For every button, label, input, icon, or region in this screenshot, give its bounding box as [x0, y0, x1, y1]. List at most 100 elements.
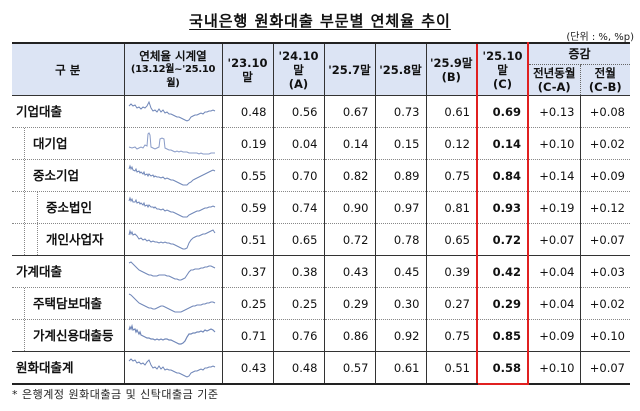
value-mom: +0.02	[579, 127, 630, 160]
header-258: '25.8말	[374, 42, 426, 96]
value-2510: 0.72	[476, 223, 529, 256]
value-259: 0.51	[425, 351, 477, 385]
sparkline-chart	[123, 255, 222, 288]
value-2510: 0.42	[476, 255, 529, 288]
value-yoy: +0.13	[527, 95, 580, 128]
header-2510: '25.10말 (C)	[476, 42, 529, 96]
table-row: 주택담보대출 0.25 0.25 0.29 0.30 0.27 0.29 +0.…	[12, 287, 630, 320]
row-label: 기업대출	[12, 95, 124, 128]
value-mom: +0.07	[579, 351, 630, 385]
value-258: 0.73	[374, 95, 426, 128]
value-258: 0.97	[374, 191, 426, 224]
row-label: 대기업	[12, 127, 124, 160]
sparkline-chart	[123, 127, 222, 160]
value-yoy: +0.07	[527, 223, 580, 256]
value-258: 0.61	[374, 351, 426, 385]
value-2410: 0.65	[272, 223, 324, 256]
value-mom: +0.10	[579, 319, 630, 352]
value-yoy: +0.04	[527, 287, 580, 320]
sparkline-chart	[123, 191, 222, 224]
table-row: 원화대출계 0.43 0.48 0.57 0.61 0.51 0.58 +0.1…	[12, 351, 630, 385]
value-257: 0.29	[323, 287, 375, 320]
value-2510: 0.29	[476, 287, 529, 320]
row-label: 가계신용대출등	[12, 319, 124, 352]
value-mom: +0.12	[579, 191, 630, 224]
header-257: '25.7말	[323, 42, 375, 96]
table-row: 기업대출 0.48 0.56 0.67 0.73 0.61 0.69 +0.13…	[12, 95, 630, 128]
value-258: 0.30	[374, 287, 426, 320]
row-label: 중소기업	[12, 159, 124, 192]
value-2510: 0.84	[476, 159, 529, 192]
header-mom: 전월 (C-B)	[579, 64, 630, 96]
table-row: 중소기업 0.55 0.70 0.82 0.89 0.75 0.84 +0.14…	[12, 159, 630, 192]
value-2310: 0.37	[221, 255, 273, 288]
header-category: 구 분	[12, 42, 124, 96]
value-2410: 0.04	[272, 127, 324, 160]
footnote: * 은행계정 원화대출금 및 신탁대출금 기준	[12, 388, 219, 401]
row-label: 주택담보대출	[12, 287, 124, 320]
sparkline-chart	[123, 223, 222, 256]
row-label: 개인사업자	[12, 223, 124, 256]
value-258: 0.45	[374, 255, 426, 288]
value-2410: 0.25	[272, 287, 324, 320]
value-2310: 0.25	[221, 287, 273, 320]
value-2310: 0.19	[221, 127, 273, 160]
header-2410: '24.10말 (A)	[272, 42, 324, 96]
table-row: 대기업 0.19 0.04 0.14 0.15 0.12 0.14 +0.10 …	[12, 127, 630, 160]
sparkline-chart	[123, 287, 222, 320]
value-2310: 0.71	[221, 319, 273, 352]
value-259: 0.61	[425, 95, 477, 128]
value-259: 0.81	[425, 191, 477, 224]
value-yoy: +0.09	[527, 319, 580, 352]
row-label: 중소법인	[12, 191, 124, 224]
sparkline-chart	[123, 319, 222, 352]
table-row: 개인사업자 0.51 0.65 0.72 0.78 0.65 0.72 +0.0…	[12, 223, 630, 256]
header-2310: '23.10말	[221, 42, 273, 96]
sparkline-chart	[123, 159, 222, 192]
value-257: 0.82	[323, 159, 375, 192]
value-2410: 0.56	[272, 95, 324, 128]
value-2310: 0.43	[221, 351, 273, 385]
value-2510: 0.14	[476, 127, 529, 160]
value-259: 0.75	[425, 159, 477, 192]
value-257: 0.86	[323, 319, 375, 352]
value-yoy: +0.04	[527, 255, 580, 288]
value-259: 0.27	[425, 287, 477, 320]
value-258: 0.89	[374, 159, 426, 192]
header-sparkline: 연체율 시계열 (13.12월~'25.10월)	[123, 42, 222, 96]
value-mom: +0.02	[579, 287, 630, 320]
value-257: 0.90	[323, 191, 375, 224]
value-mom: +0.09	[579, 159, 630, 192]
value-2410: 0.48	[272, 351, 324, 385]
value-257: 0.57	[323, 351, 375, 385]
value-mom: +0.07	[579, 223, 630, 256]
value-2310: 0.51	[221, 223, 273, 256]
table-row: 가계대출 0.37 0.38 0.43 0.45 0.39 0.42 +0.04…	[12, 255, 630, 288]
row-label: 원화대출계	[12, 351, 124, 385]
table-row: 가계신용대출등 0.71 0.76 0.86 0.92 0.75 0.85 +0…	[12, 319, 630, 352]
value-259: 0.12	[425, 127, 477, 160]
value-yoy: +0.10	[527, 127, 580, 160]
value-mom: +0.08	[579, 95, 630, 128]
sparkline-chart	[123, 351, 222, 385]
value-2310: 0.48	[221, 95, 273, 128]
value-258: 0.78	[374, 223, 426, 256]
value-2310: 0.55	[221, 159, 273, 192]
value-257: 0.67	[323, 95, 375, 128]
value-259: 0.65	[425, 223, 477, 256]
value-2410: 0.74	[272, 191, 324, 224]
value-259: 0.75	[425, 319, 477, 352]
sparkline-chart	[123, 95, 222, 128]
delinquency-table: 구 분 연체율 시계열 (13.12월~'25.10월) '23.10말 '24.…	[12, 42, 630, 385]
value-257: 0.72	[323, 223, 375, 256]
value-2410: 0.70	[272, 159, 324, 192]
header-yoy: 전년동월 (C-A)	[527, 64, 580, 96]
page-title: 국내은행 원화대출 부문별 연체율 추이	[189, 12, 451, 30]
value-2310: 0.59	[221, 191, 273, 224]
table-row: 중소법인 0.59 0.74 0.90 0.97 0.81 0.93 +0.19…	[12, 191, 630, 224]
value-2510: 0.69	[476, 95, 529, 128]
value-258: 0.92	[374, 319, 426, 352]
value-257: 0.43	[323, 255, 375, 288]
value-258: 0.15	[374, 127, 426, 160]
value-yoy: +0.19	[527, 191, 580, 224]
